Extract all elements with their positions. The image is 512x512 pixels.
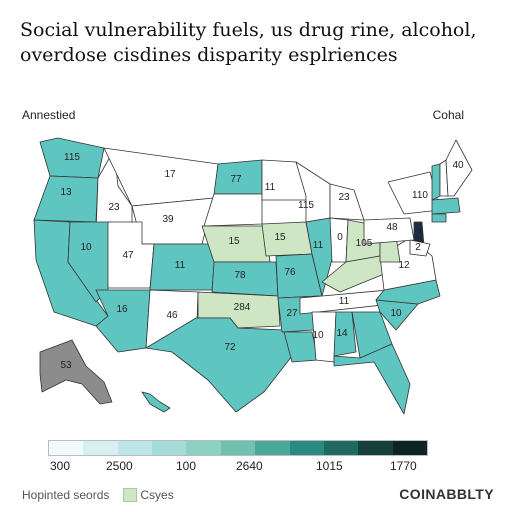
state-ia: [261, 221, 313, 257]
state-value-ia: 15: [274, 232, 286, 243]
state-value-mo: 76: [284, 267, 296, 278]
state-value-in: 0: [337, 232, 343, 243]
state-value-me: 40: [452, 160, 464, 171]
scale-tick-label: 1015: [316, 459, 343, 473]
state-value-ar: 27: [286, 308, 298, 319]
legend-swatch-label: Csyes: [140, 488, 174, 502]
state-vt: [431, 163, 441, 201]
state-value-pa: 48: [386, 222, 398, 233]
legend-swatch: [123, 488, 138, 502]
scale-tick-label: 100: [176, 459, 197, 473]
state-value-ok: 284: [234, 302, 251, 313]
state-value-ak: 53: [60, 360, 72, 371]
legend-left-label: Hopinted seords: [22, 488, 110, 502]
state-value-mn: 11: [265, 182, 276, 193]
map-title: Social vulnerability fuels, us drug rine…: [20, 18, 500, 68]
map-label-left: Annestied: [22, 108, 76, 122]
state-az: [95, 289, 151, 353]
state-ak: [39, 339, 113, 405]
state-value-wy: 39: [162, 214, 174, 225]
state-al: [333, 311, 357, 357]
scale-step-6: [255, 441, 290, 455]
state-value-nv: 10: [80, 242, 92, 253]
state-value-tx: 72: [224, 342, 236, 353]
state-value-id: 23: [108, 202, 120, 213]
state-ma: [431, 197, 461, 215]
state-value-wa: 115: [64, 152, 80, 163]
state-value-il: 11: [313, 240, 324, 251]
state-fl: [333, 343, 411, 415]
state-value-co: 11: [175, 260, 186, 271]
state-hi: [141, 391, 171, 413]
scale-tick-label: 1770: [390, 459, 417, 473]
state-value-nj: 4: [417, 226, 423, 237]
state-value-wi: 115: [298, 200, 314, 211]
state-value-md: 2: [415, 242, 421, 253]
state-value-nm: 46: [166, 310, 178, 321]
state-or: [33, 175, 99, 223]
state-value-or: 13: [60, 187, 72, 198]
title-line-2: overdose cisdines disparity esplriences: [20, 44, 398, 66]
title-line-1: Social vulnerability fuels, us drug rine…: [20, 19, 477, 41]
scale-tick-label: 2640: [236, 459, 263, 473]
color-scale-ticks: 300 2500 100 2640 1015 1770: [48, 459, 438, 475]
scale-step-3: [152, 441, 187, 455]
state-me: [445, 139, 473, 197]
state-value-sc: 10: [390, 308, 402, 319]
scale-step-7: [289, 441, 324, 455]
state-value-al: 14: [336, 328, 348, 339]
state-il: [305, 217, 335, 297]
brand-logo-text: COINABBLTY: [399, 486, 494, 502]
map-label-right: Cohal: [432, 108, 464, 122]
scale-step-9: [358, 441, 393, 455]
color-scale-bar: [48, 440, 428, 456]
state-value-oh: 105: [356, 238, 373, 249]
state-value-az: 16: [116, 304, 128, 315]
state-value-nd: 77: [230, 174, 242, 185]
scale-tick-label: 300: [50, 459, 71, 473]
legend: Hopinted seords Csyes: [22, 488, 174, 502]
state-value-ms: 10: [312, 330, 324, 341]
state-tx: [145, 317, 293, 413]
state-wa: [39, 137, 105, 179]
scale-step-10: [392, 441, 427, 455]
state-value-tn: 11: [339, 296, 350, 307]
scale-step-4: [186, 441, 221, 455]
scale-step-1: [83, 441, 118, 455]
state-md: [409, 239, 431, 257]
state-ct: [431, 213, 447, 223]
state-sd: [203, 193, 263, 227]
scale-step-5: [220, 441, 256, 455]
scale-step-2: [117, 441, 153, 455]
scale-tick-label: 2500: [106, 459, 133, 473]
state-value-mi: 23: [338, 192, 350, 203]
state-value-ks: 78: [234, 270, 246, 281]
scale-step-8: [323, 441, 359, 455]
state-value-ne: 15: [228, 236, 240, 247]
state-value-mt: 17: [164, 169, 176, 180]
state-value-ny: 110: [412, 190, 428, 201]
state-value-va: 12: [398, 260, 410, 271]
state-value-ut: 47: [122, 250, 134, 261]
scale-step-0: [49, 441, 84, 455]
